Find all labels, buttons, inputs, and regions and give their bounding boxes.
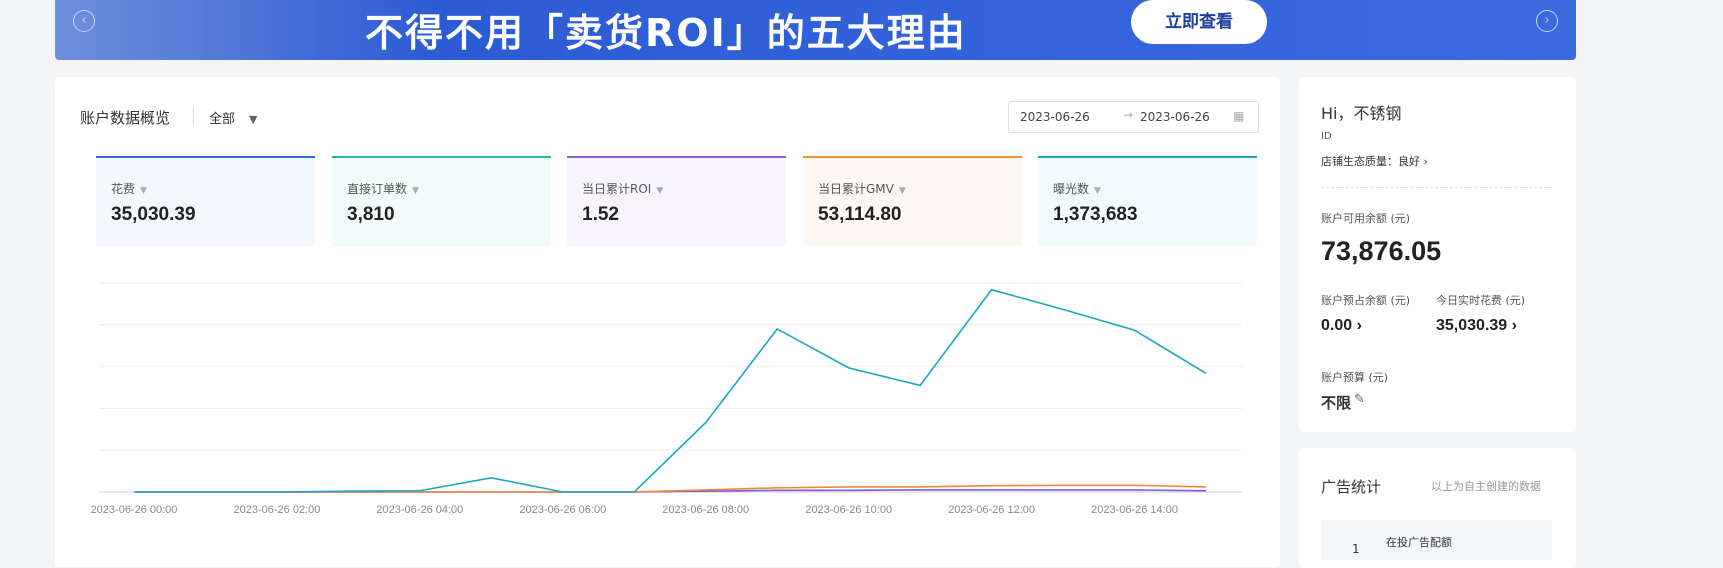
metric-card[interactable]: 当日累计ROI ▼ 1.52 (567, 156, 786, 246)
metric-label: 曝光数 ▼ (1053, 182, 1101, 196)
reserved[interactable]: 0.00 › (1321, 317, 1362, 334)
x-tick-label: 2023-06-26 00:00 (91, 504, 178, 516)
x-tick-label: 2023-06-26 06:00 (519, 504, 606, 516)
filter-text: 全部 (209, 112, 236, 127)
quota-label: 在投广告配额 (1386, 536, 1452, 549)
budget-label: 账户预算 (元) (1321, 371, 1389, 384)
greeting: Hi，不锈钢 (1321, 104, 1402, 123)
banner-headline: 不得不用「卖货ROI」的五大理由 (365, 11, 967, 55)
metric-label: 当日累计ROI ▼ (582, 182, 664, 196)
balance: 73,876.05 (1321, 236, 1442, 266)
series-line (134, 288, 1207, 493)
stats-title: 广告统计 (1321, 478, 1382, 496)
x-tick-label: 2023-06-26 12:00 (948, 504, 1035, 516)
banner[interactable]: 不得不用「卖货ROI」的五大理由 立即查看 ‹ › (55, 0, 1576, 60)
edit-icon[interactable]: ✎ (1354, 392, 1365, 407)
id-label: ID (1321, 131, 1332, 142)
spend[interactable]: 35,030.39 › (1436, 317, 1517, 334)
page: 不得不用「卖货ROI」的五大理由 立即查看 ‹ › 账户数据概览 全部 ▼ 202… (55, 0, 1576, 568)
overview-title: 账户数据概览 (80, 109, 171, 127)
x-tick-label: 2023-06-26 04:00 (376, 504, 463, 516)
metric-label: 当日累计GMV ▼ (818, 182, 906, 196)
banner-button[interactable]: 立即查看 (1131, 0, 1267, 44)
x-tick-label: 2023-06-26 14:00 (1091, 504, 1178, 516)
filter-dropdown[interactable]: 全部 ▼ (209, 112, 258, 127)
separator (193, 107, 194, 125)
metric-value: 3,810 (347, 204, 395, 225)
x-tick-label: 2023-06-26 08:00 (662, 504, 749, 516)
metric-value: 35,030.39 (111, 204, 196, 225)
stats-note: 以上为自主创建的数据 (1431, 480, 1541, 493)
metric-card[interactable]: 直接订单数 ▼ 3,810 (332, 156, 551, 246)
x-tick-label: 2023-06-26 10:00 (805, 504, 892, 516)
account-card (1299, 77, 1576, 432)
chart: 2023-06-26 00:00 2023-06-26 02:00 2023-06-… (91, 282, 1242, 516)
divider (1321, 187, 1552, 188)
metric-value: 53,114.80 (818, 204, 902, 225)
metric-card[interactable]: 花费 ▼ 35,030.39 (96, 156, 315, 246)
date-end: 2023-06-26 (1140, 110, 1210, 124)
quota-index: 1 (1352, 542, 1360, 556)
prev-arrow[interactable]: ‹ (73, 10, 95, 32)
date-range[interactable]: 2023-06-26 → 2023-06-26 ▦ (1008, 101, 1259, 133)
balance-label: 账户可用余额 (元) (1321, 212, 1411, 225)
metric-label: 花费 ▼ (111, 182, 147, 196)
budget[interactable]: 不限 (1321, 394, 1352, 412)
metric-value: 1,373,683 (1053, 204, 1138, 225)
reserved-label: 账户预占余额 (元) (1321, 294, 1411, 307)
next-arrow[interactable]: › (1536, 10, 1558, 32)
metric-card[interactable]: 当日累计GMV ▼ 53,114.80 (803, 156, 1022, 246)
spend-label: 今日实时花费 (元) (1436, 294, 1526, 307)
quality[interactable]: 店铺生态质量：良好 › (1321, 155, 1428, 168)
x-tick-label: 2023-06-26 02:00 (234, 504, 321, 516)
metric-label: 直接订单数 ▼ (347, 182, 419, 196)
metric-value: 1.52 (582, 204, 619, 225)
metric-card[interactable]: 曝光数 ▼ 1,373,683 (1038, 156, 1257, 246)
date-start: 2023-06-26 (1020, 110, 1090, 124)
